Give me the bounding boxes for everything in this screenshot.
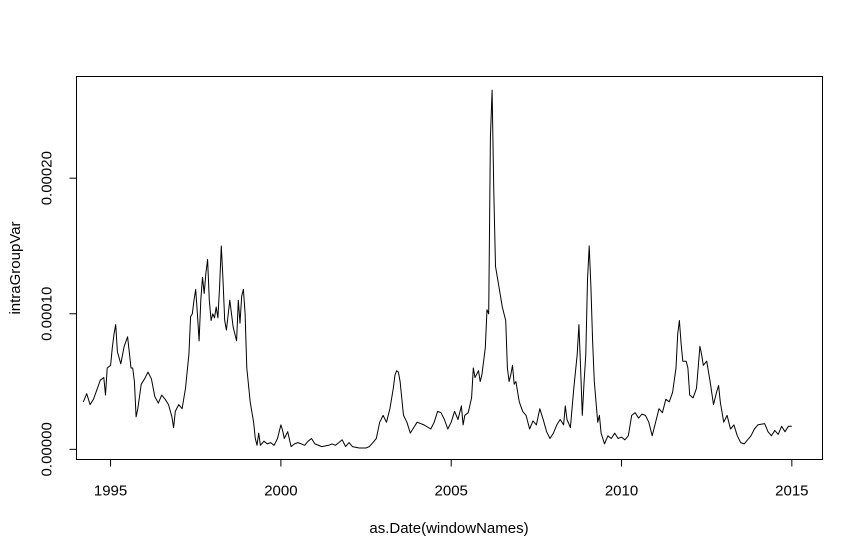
x-tick-label: 2000: [264, 483, 297, 500]
x-axis: 1995 2000 2005 2010 2015: [94, 459, 809, 500]
plot-frame: [76, 76, 823, 460]
y-tick-label: 0.00020: [39, 151, 56, 205]
x-tick-label: 1995: [94, 483, 127, 500]
y-tick-label: 0.00010: [39, 287, 56, 341]
series-line: [82, 89, 792, 449]
x-axis-label: as.Date(windowNames): [369, 520, 528, 537]
x-tick-label: 2015: [775, 483, 808, 500]
x-tick-label: 2010: [605, 483, 638, 500]
y-axis: 0.00000 0.00010 0.00020: [39, 151, 77, 476]
y-tick-label: 0.00000: [39, 422, 56, 476]
y-axis-label: intraGroupVar: [7, 221, 24, 314]
series-layer: [82, 89, 792, 449]
x-tick-label: 2005: [435, 483, 468, 500]
